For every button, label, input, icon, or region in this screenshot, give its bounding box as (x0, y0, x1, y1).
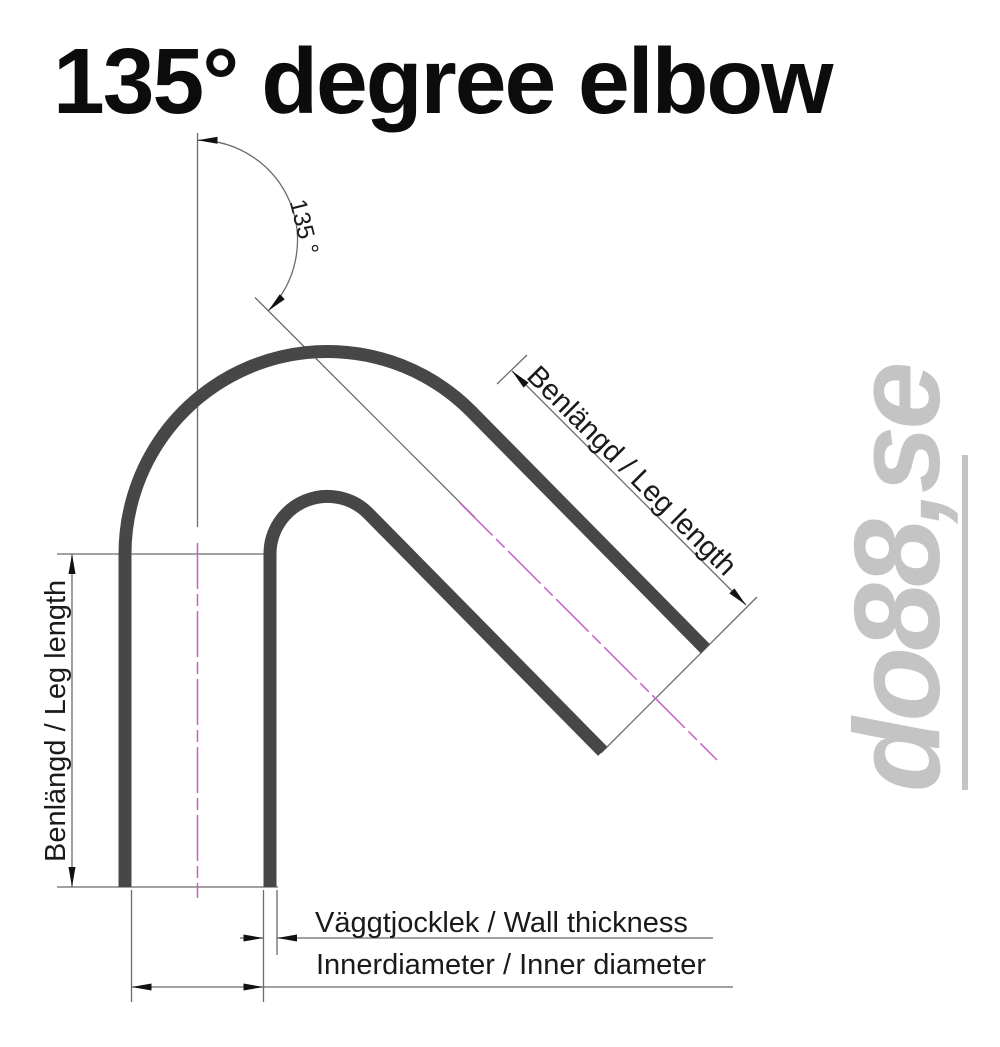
angle-extension-line (254, 297, 476, 518)
arrow-angle-arc-top (197, 136, 218, 144)
watermark-logo: do88,se (829, 322, 975, 792)
dimension-line-diagonal-leg (511, 370, 747, 606)
pipe-outer-wall (118, 345, 710, 887)
page-title: 135° degree elbow (53, 29, 834, 133)
arrow-angle-arc-bottom (268, 294, 285, 311)
dimension-arrowheads (68, 136, 746, 991)
wall-thickness-label: Väggtjocklek / Wall thickness (315, 907, 688, 939)
arrow-left-dim-top (68, 554, 76, 574)
inner-diameter-label: Innerdiameter / Inner diameter (316, 949, 707, 981)
arrow-wall-thickness-right (277, 934, 297, 942)
arrow-inner-diameter-right (243, 983, 264, 991)
watermark-brand: do88 (829, 523, 965, 792)
arrow-inner-diameter-left (131, 983, 152, 991)
elbow-pipe (118, 345, 710, 887)
watermark-underline (962, 455, 968, 790)
pipe-end-face-line (600, 596, 758, 754)
angle-arc (197, 139, 299, 312)
centerlines (196, 502, 718, 898)
extension-tick-diagonal-upper (496, 354, 528, 385)
centerline-diagonal-leg (459, 502, 718, 761)
pipe-inner-wall (263, 489, 608, 887)
watermark-text: do88,se (829, 322, 965, 792)
arrow-wall-thickness-left (243, 934, 264, 942)
watermark-tld: se (829, 365, 965, 494)
arrow-diagonal-dim-lower (729, 588, 746, 605)
arrow-diagonal-dim-upper (512, 371, 529, 388)
watermark-separator: , (829, 493, 965, 524)
dimension-lines (57, 133, 758, 1002)
leg-length-label-left: Benlängd / Leg length (40, 579, 72, 862)
arrow-left-dim-bottom (68, 867, 76, 887)
